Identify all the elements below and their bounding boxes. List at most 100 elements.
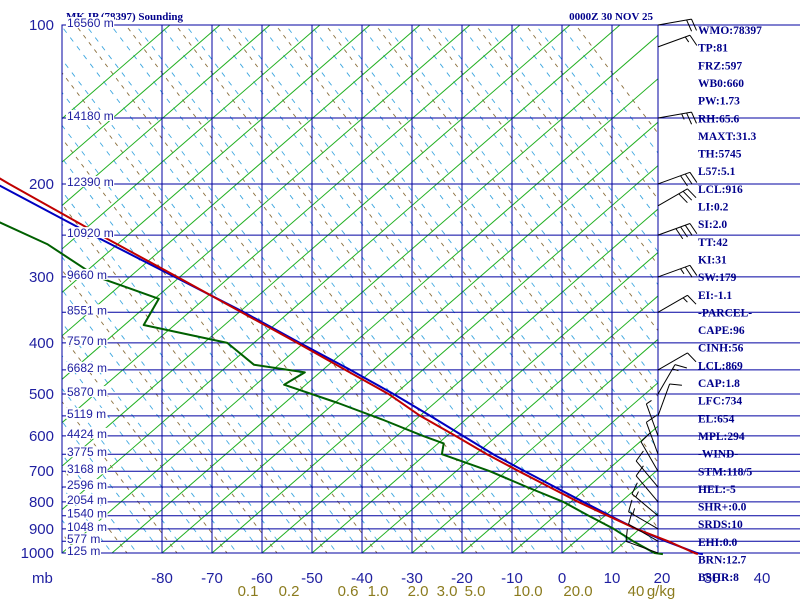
moist-adiabat-line bbox=[62, 335, 228, 553]
height-label-bg bbox=[66, 268, 108, 280]
moist-adiabat-line bbox=[575, 25, 658, 135]
height-label: 14180 m bbox=[67, 109, 114, 123]
height-label: 7570 m bbox=[67, 334, 107, 348]
sounding-index-text: L57:5.1 bbox=[698, 166, 736, 178]
wind-barb-staff bbox=[628, 511, 659, 530]
pressure-tick-label: 700 bbox=[29, 463, 54, 480]
text-layer: MK IP (78397) Sounding 0000Z 30 NOV 25 1… bbox=[21, 11, 771, 600]
mixing-ratio-label: 40 bbox=[628, 583, 645, 600]
height-label-bg bbox=[66, 463, 108, 475]
temperature-trace bbox=[0, 177, 699, 556]
mixing-ratio-line bbox=[62, 58, 438, 553]
pressure-tick-label: 900 bbox=[29, 521, 54, 538]
pressure-axis-label: mb bbox=[32, 570, 53, 587]
mixing-ratio-label: 0.2 bbox=[279, 583, 300, 600]
temperature-tick-label: -60 bbox=[251, 570, 273, 587]
wind-barb-full bbox=[686, 112, 693, 125]
wind-barb-half bbox=[684, 36, 690, 43]
mixing-ratio-line bbox=[62, 25, 463, 553]
wind-barb bbox=[628, 499, 659, 530]
mixing-ratio-label: 5.0 bbox=[465, 583, 486, 600]
sounding-index-text: CAPE:96 bbox=[698, 325, 745, 337]
temperature-tick-label: 0 bbox=[558, 570, 566, 587]
sounding-index-text: -PARCEL- bbox=[698, 307, 752, 319]
wind-barb-full bbox=[691, 18, 697, 31]
wind-barb-full bbox=[640, 432, 651, 443]
mixing-ratio-label: 2.0 bbox=[408, 583, 429, 600]
wind-barb-full bbox=[686, 19, 693, 32]
sounding-index-text: MAXT:31.3 bbox=[698, 131, 756, 143]
height-label: 1048 m bbox=[67, 520, 107, 534]
sounding-index-text: LCL:869 bbox=[698, 360, 743, 372]
sounding-index-text: BSHR:8 bbox=[698, 572, 739, 584]
wind-barb-layer bbox=[625, 18, 698, 554]
sounding-index-text: TT:42 bbox=[698, 237, 728, 249]
wind-barb bbox=[657, 188, 697, 207]
height-label-bg bbox=[66, 334, 108, 346]
mixing-ratio-line bbox=[62, 354, 213, 553]
dry-adiabat-line bbox=[62, 25, 171, 120]
sounding-index-text: EI:-1.1 bbox=[698, 290, 732, 302]
chart-title-right: 0000Z 30 NOV 25 bbox=[569, 11, 653, 23]
wind-barb-half bbox=[672, 368, 679, 372]
mixing-ratio-label: 3.0 bbox=[437, 583, 458, 600]
height-label-bg bbox=[66, 17, 115, 28]
wind-barb-staff bbox=[657, 171, 691, 185]
sounding-index-text: HEL:-5 bbox=[698, 484, 736, 496]
mixing-ratio-label: 10.0 bbox=[513, 583, 542, 600]
mixing-ratio-label: 0.1 bbox=[238, 583, 259, 600]
wind-barb bbox=[657, 34, 698, 48]
pressure-tick-label: 100 bbox=[29, 17, 54, 34]
moist-adiabat-line bbox=[62, 269, 278, 553]
wind-barb bbox=[657, 352, 697, 371]
height-label: 12390 m bbox=[67, 175, 114, 189]
height-label-bg bbox=[66, 479, 108, 491]
wind-barb bbox=[631, 482, 659, 517]
wind-barb-full bbox=[628, 499, 633, 512]
wind-barb-staff bbox=[625, 540, 659, 554]
wind-barb bbox=[657, 364, 688, 395]
temperature-tick-label: -50 bbox=[301, 570, 323, 587]
mixing-ratio-line bbox=[235, 25, 638, 553]
moist-adiabat-line bbox=[62, 400, 178, 553]
temperature-tick-label: -80 bbox=[151, 570, 173, 587]
height-label: 6682 m bbox=[67, 361, 107, 375]
temperature-tick-label: 10 bbox=[604, 570, 621, 587]
sounding-index-text: FRZ:597 bbox=[698, 60, 742, 72]
wind-barb-full bbox=[689, 265, 698, 276]
wind-barb-full bbox=[689, 34, 698, 46]
pressure-tick-label: 400 bbox=[29, 335, 54, 352]
wind-barb-staff bbox=[657, 18, 692, 26]
mixing-ratio-line bbox=[135, 25, 538, 553]
height-label-bg bbox=[66, 361, 108, 373]
height-label: 3775 m bbox=[67, 445, 107, 459]
height-label: 10920 m bbox=[67, 226, 114, 240]
wind-barb-staff bbox=[631, 493, 659, 517]
wind-barb-full bbox=[680, 226, 688, 238]
wind-barb-full bbox=[674, 364, 688, 369]
mixing-ratio-line bbox=[435, 25, 658, 319]
wind-barb-staff bbox=[628, 523, 659, 542]
height-label-bg bbox=[66, 304, 108, 316]
mixing-ratio-line bbox=[335, 25, 658, 450]
dry-adiabat-line bbox=[361, 295, 658, 553]
mixing-ratio-line bbox=[62, 124, 388, 553]
temperature-tick-label: 40 bbox=[754, 570, 771, 587]
wind-barb-staff bbox=[645, 422, 659, 455]
temperature-tick-label: -10 bbox=[501, 570, 523, 587]
pressure-tick-label: 300 bbox=[29, 269, 54, 286]
pressure-tick-label: 1000 bbox=[21, 545, 54, 562]
moist-adiabat-line bbox=[75, 25, 478, 553]
height-label: 16560 m bbox=[67, 16, 114, 30]
wind-barb-staff bbox=[640, 441, 659, 472]
moist-adiabat-line bbox=[375, 25, 658, 398]
height-label: 2596 m bbox=[67, 478, 107, 492]
wind-barb-full bbox=[684, 224, 693, 236]
sounding-index-text: LFC:734 bbox=[698, 396, 742, 408]
sounding-index-text: SHR+:0.0 bbox=[698, 502, 747, 514]
wind-barb-half bbox=[632, 508, 636, 515]
wind-barb bbox=[657, 223, 698, 240]
sounding-index-text: WMO:78397 bbox=[698, 25, 762, 37]
mixing-ratio-line bbox=[285, 25, 658, 516]
